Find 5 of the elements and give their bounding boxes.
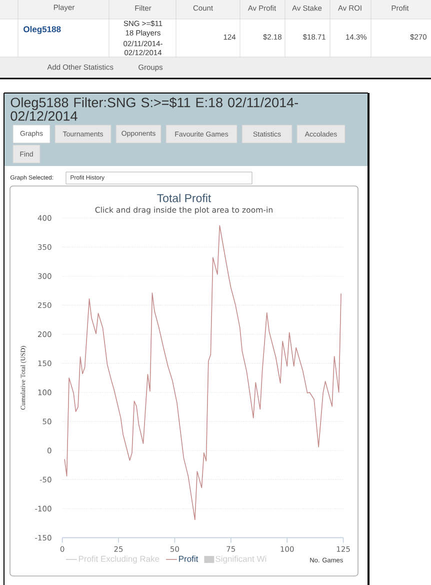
text: Oleg5188 bbox=[24, 26, 61, 34]
line-series bbox=[64, 225, 342, 520]
legend-label: Profit bbox=[179, 556, 198, 562]
chart-title: Total Profit bbox=[157, 194, 212, 202]
text: Oleg5188 Filter:SNG S:>=$11 E:18 02/11/2014-02/12/2014 bbox=[10, 97, 298, 121]
